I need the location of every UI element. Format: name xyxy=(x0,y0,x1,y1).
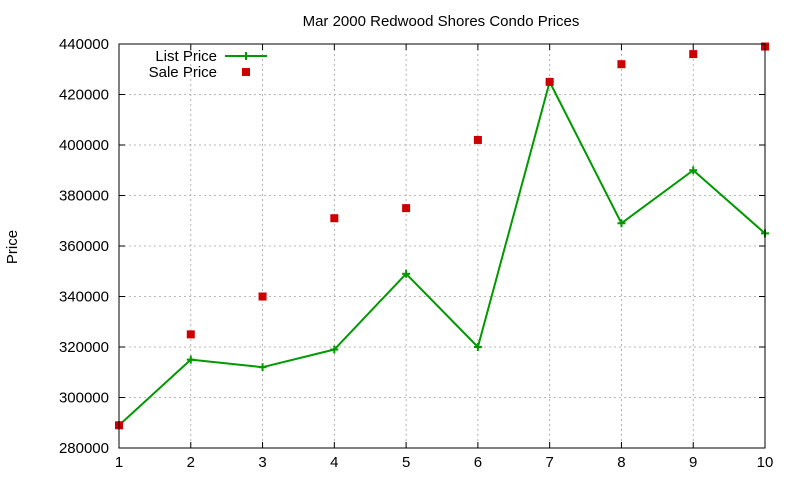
data-point xyxy=(258,292,267,301)
y-tick-label: 340000 xyxy=(59,289,109,306)
grid xyxy=(119,44,765,448)
y-tick-label: 360000 xyxy=(59,238,109,255)
series-list-price xyxy=(115,77,769,430)
data-point xyxy=(473,135,482,144)
x-tick-label: 3 xyxy=(258,454,266,471)
x-tick-label: 8 xyxy=(617,454,625,471)
plot-series xyxy=(115,42,769,430)
x-tick-label: 9 xyxy=(689,454,697,471)
series-line xyxy=(118,80,766,427)
data-point xyxy=(473,343,482,351)
series-sale-price xyxy=(115,42,769,430)
axis-ticks: 1 2 3 4 5 6 7 8 9 10 280000 300000 320000 340000 36000… xyxy=(59,36,773,471)
y-tick-label: 280000 xyxy=(59,440,109,457)
y-axis-label: Price xyxy=(4,230,21,264)
x-tick-label: 1 xyxy=(115,454,123,471)
y-tick-label: 440000 xyxy=(59,36,109,53)
plot-frame xyxy=(118,43,766,449)
x-tick-label: 5 xyxy=(402,454,410,471)
x-tick-label: 2 xyxy=(187,454,195,471)
data-point xyxy=(689,166,698,175)
data-point xyxy=(402,269,411,278)
legend-label: List Price xyxy=(155,48,217,65)
y-tick-label: 420000 xyxy=(59,87,109,104)
x-tick-label: 6 xyxy=(474,454,482,471)
data-point xyxy=(402,204,411,213)
data-point xyxy=(545,77,554,86)
data-point xyxy=(186,355,195,364)
legend-marker xyxy=(242,68,250,76)
data-point xyxy=(617,219,626,228)
data-point xyxy=(330,214,339,223)
legend-marker xyxy=(242,52,250,60)
data-point xyxy=(617,60,626,69)
y-tick-label: 400000 xyxy=(59,137,109,154)
x-tick-label: 4 xyxy=(330,454,338,471)
y-tick-label: 300000 xyxy=(59,390,109,407)
x-tick-label: 7 xyxy=(545,454,553,471)
chart-title: Mar 2000 Redwood Shores Condo Prices xyxy=(303,13,580,30)
x-tick-label: 10 xyxy=(757,454,774,471)
y-tick-label: 380000 xyxy=(59,188,109,205)
data-point xyxy=(258,363,267,372)
legend-label: Sale Price xyxy=(149,64,217,81)
data-point xyxy=(689,50,698,59)
y-tick-label: 320000 xyxy=(59,339,109,356)
data-point xyxy=(330,345,339,354)
data-point xyxy=(186,330,195,339)
